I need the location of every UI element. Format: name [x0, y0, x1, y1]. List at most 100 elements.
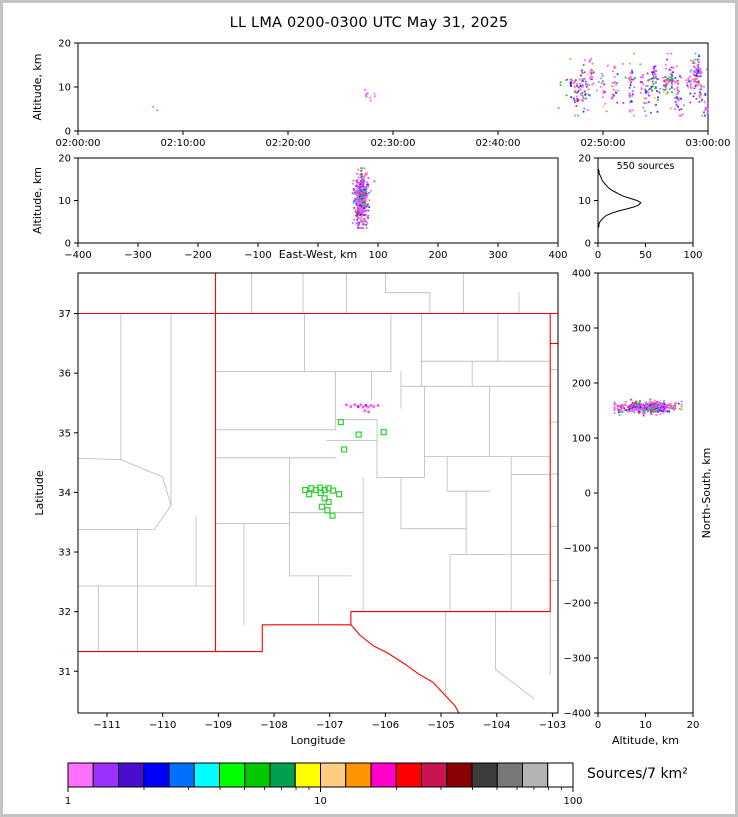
- source-point: [680, 108, 683, 111]
- source-point: [356, 214, 359, 217]
- source-point: [648, 401, 651, 404]
- source-point: [645, 401, 647, 403]
- source-point: [357, 196, 360, 198]
- source-point: [362, 211, 365, 214]
- source-point: [355, 188, 358, 191]
- source-point: [357, 223, 360, 226]
- source-point: [654, 73, 657, 76]
- state-border: [77, 611, 551, 653]
- source-point: [373, 180, 376, 183]
- x-tick-label: −100: [244, 250, 271, 261]
- source-point: [699, 67, 702, 70]
- source-point: [648, 101, 650, 103]
- source-point: [353, 200, 355, 203]
- source-point: [656, 110, 659, 113]
- source-point: [611, 98, 614, 100]
- source-point: [662, 91, 665, 93]
- source-point: [698, 82, 701, 85]
- source-point: [670, 76, 672, 79]
- source-point: [648, 87, 651, 90]
- source-point: [647, 409, 649, 412]
- x-tick-label: −105: [427, 720, 454, 731]
- source-point: [675, 104, 678, 106]
- x-tick-label: −107: [316, 720, 343, 731]
- source-point: [357, 176, 360, 179]
- source-point: [678, 114, 681, 117]
- source-point: [690, 87, 693, 89]
- axis-frame: [77, 42, 709, 132]
- source-point: [654, 104, 657, 107]
- source-point: [635, 403, 638, 405]
- source-point: [653, 405, 655, 408]
- source-point: [628, 96, 631, 98]
- lma-station-marker: [321, 486, 328, 494]
- source-point: [645, 114, 647, 117]
- source-point: [663, 76, 666, 78]
- lma-station-marker: [380, 429, 387, 436]
- source-point: [682, 113, 684, 116]
- source-point: [642, 83, 645, 86]
- source-point: [648, 78, 651, 81]
- source-point: [674, 402, 677, 405]
- source-point: [360, 183, 363, 186]
- source-point: [695, 80, 697, 83]
- source-point: [678, 109, 681, 111]
- source-point: [670, 69, 672, 72]
- source-point: [353, 218, 355, 221]
- lma-station-marker: [302, 486, 309, 494]
- source-point: [656, 405, 659, 408]
- source-point: [639, 63, 642, 66]
- source-point: [623, 409, 625, 412]
- source-point: [663, 88, 666, 91]
- state-border: [350, 624, 460, 714]
- source-point: [363, 223, 365, 225]
- source-point: [653, 411, 655, 414]
- source-point: [621, 63, 624, 65]
- source-point: [600, 82, 603, 84]
- source-point: [675, 65, 678, 68]
- source-point: [358, 195, 361, 198]
- density-pixel: [367, 410, 370, 414]
- source-point: [648, 403, 651, 405]
- source-point: [628, 77, 630, 80]
- source-point: [689, 82, 692, 85]
- source-point: [365, 95, 368, 98]
- source-point: [622, 101, 625, 104]
- source-point: [559, 81, 562, 84]
- y-tick-label: 37: [58, 309, 71, 320]
- source-point: [361, 191, 364, 194]
- source-point: [363, 188, 366, 191]
- source-point: [629, 101, 631, 104]
- source-point: [604, 102, 607, 105]
- source-point: [590, 68, 592, 71]
- source-point: [637, 409, 640, 412]
- axis-frame: [597, 272, 694, 714]
- source-point: [605, 110, 608, 113]
- density-pixel: [366, 405, 370, 409]
- source-point: [706, 102, 709, 105]
- colorbar-cell: [294, 762, 321, 788]
- source-point: [698, 55, 700, 58]
- source-point: [575, 104, 578, 107]
- source-point: [603, 83, 606, 86]
- source-point: [649, 398, 652, 401]
- colorbar: 1 10 100: [65, 762, 583, 807]
- source-point: [669, 79, 671, 81]
- source-point: [655, 70, 657, 72]
- source-point: [660, 406, 663, 408]
- source-point: [670, 78, 673, 81]
- x-tick-label: −109: [205, 720, 232, 731]
- density-pixel: [369, 404, 373, 407]
- source-point: [575, 85, 578, 87]
- x-tick-label: −111: [93, 720, 120, 731]
- source-point: [634, 408, 637, 411]
- source-point: [665, 93, 668, 96]
- source-point: [663, 403, 666, 405]
- source-point: [629, 79, 632, 82]
- density-pixel: [359, 403, 363, 407]
- source-point: [362, 180, 365, 183]
- source-point: [361, 219, 363, 222]
- source-point: [698, 72, 701, 75]
- source-point: [676, 98, 679, 100]
- source-point: [631, 69, 633, 72]
